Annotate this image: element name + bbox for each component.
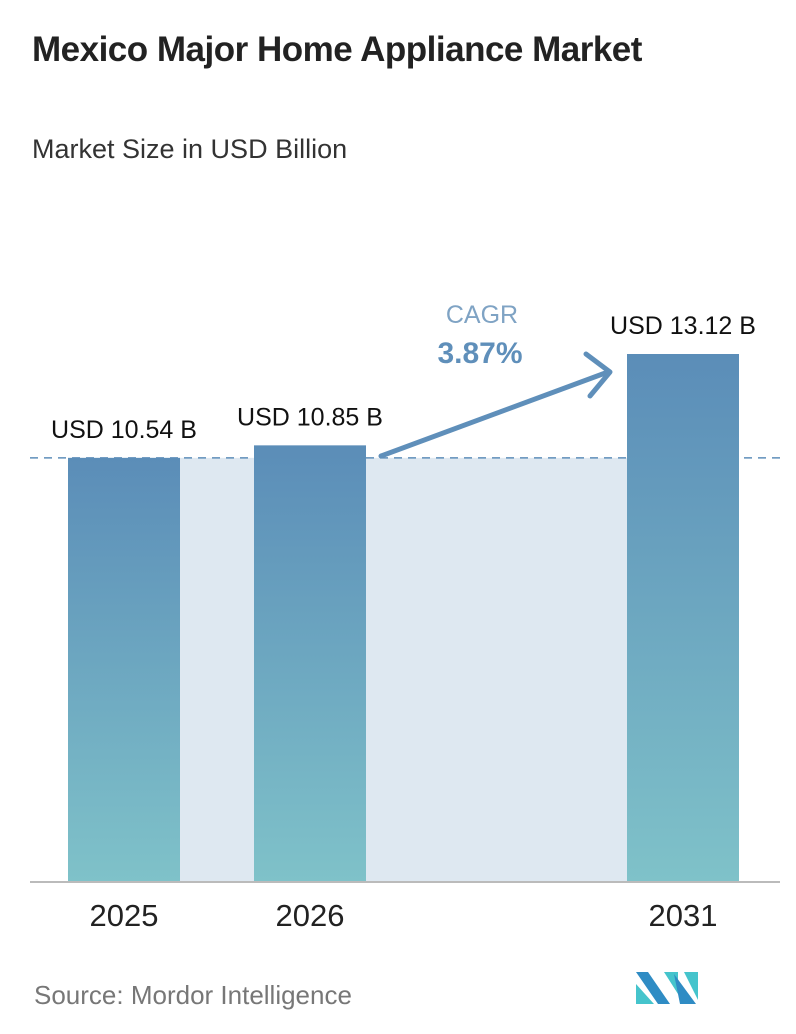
cagr-arrow-line — [378, 369, 611, 459]
mordor-logo-icon — [636, 972, 698, 1004]
source-text: Source: Mordor Intelligence — [34, 980, 352, 1010]
cagr-value: 3.87% — [437, 337, 522, 370]
cagr-label: CAGR — [446, 301, 518, 329]
x-tick-2026: 2026 — [276, 898, 345, 933]
chart-title: Mexico Major Home Appliance Market — [32, 30, 642, 69]
data-label-2025: USD 10.54 B — [51, 416, 197, 444]
bar-chart: USD 10.54 B 2025 USD 10.85 B 2026 USD 13.12 … — [30, 301, 780, 933]
reference-shade — [180, 457, 627, 882]
bar-2026 — [254, 445, 366, 882]
chart-subtitle: Market Size in USD Billion — [32, 134, 348, 164]
data-label-2031: USD 13.12 B — [610, 312, 756, 340]
bar-2031 — [627, 354, 739, 882]
x-tick-2031: 2031 — [649, 898, 718, 933]
bar-2025 — [68, 457, 180, 882]
data-label-2026: USD 10.85 B — [237, 403, 383, 431]
cagr-arrow-head-icon — [583, 351, 613, 399]
x-tick-2025: 2025 — [90, 898, 159, 933]
